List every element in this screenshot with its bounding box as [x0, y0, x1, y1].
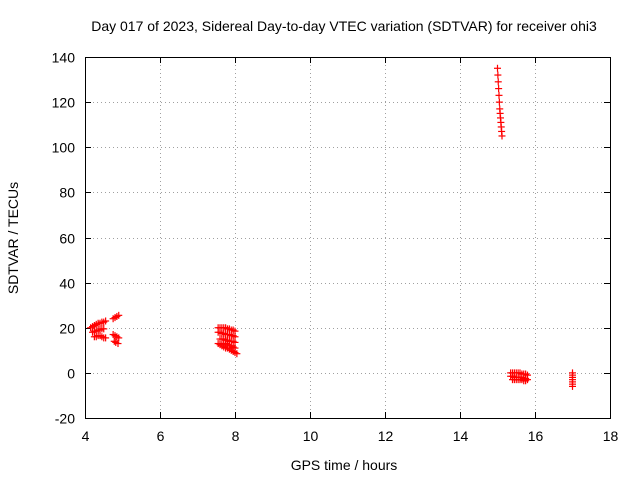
x-tick-label: 12 [378, 428, 394, 444]
data-point [498, 132, 506, 140]
x-tick-label: 4 [82, 428, 90, 444]
chart-title: Day 017 of 2023, Sidereal Day-to-day VTE… [91, 18, 597, 34]
x-tick-label: 8 [232, 428, 240, 444]
y-tick-label: 140 [52, 50, 76, 66]
x-tick-label: 16 [528, 428, 544, 444]
data-point [110, 337, 118, 345]
data-point [569, 382, 576, 390]
y-tick-label: 60 [59, 231, 75, 247]
grid-lines [85, 57, 610, 418]
series-cluster-17.0h [569, 369, 576, 390]
data-point [495, 98, 503, 106]
data-point [494, 78, 502, 86]
data-point [494, 64, 501, 72]
x-axis-ticks: 4 6 8 10 12 14 16 18 [82, 57, 619, 444]
data-points [87, 64, 576, 390]
x-axis-label: GPS time / hours [291, 457, 398, 473]
y-tick-label: 40 [59, 276, 75, 292]
x-tick-label: 18 [603, 428, 619, 444]
y-tick-label: 20 [59, 321, 75, 337]
data-point [522, 377, 530, 385]
data-point [231, 344, 239, 352]
data-point [494, 71, 502, 79]
data-point [102, 317, 110, 325]
y-tick-label: 80 [59, 185, 75, 201]
plot-frame [85, 57, 611, 419]
data-point [495, 85, 503, 93]
x-tick-label: 6 [157, 428, 165, 444]
y-tick-label: 120 [52, 95, 76, 111]
series-cluster-7.7h [214, 324, 241, 358]
data-point [114, 340, 122, 348]
series-cluster-4.8h [109, 311, 123, 348]
series-cluster-4.2h [87, 317, 110, 342]
y-tick-label: 0 [67, 366, 75, 382]
data-point [102, 334, 110, 342]
x-tick-label: 14 [453, 428, 469, 444]
y-axis-ticks: -20 0 20 40 60 80 100 120 140 [52, 50, 610, 427]
x-tick-label: 10 [303, 428, 319, 444]
series-cluster-15.6h [507, 369, 531, 385]
data-point [100, 325, 108, 333]
y-tick-label: 100 [52, 140, 76, 156]
series-cluster-15.0h [494, 64, 506, 140]
y-tick-label: -20 [55, 411, 75, 427]
data-point [115, 311, 123, 319]
data-point [233, 350, 241, 358]
y-axis-label: SDTVAR / TECUs [5, 182, 21, 294]
data-point [115, 334, 123, 342]
data-point [495, 91, 503, 99]
